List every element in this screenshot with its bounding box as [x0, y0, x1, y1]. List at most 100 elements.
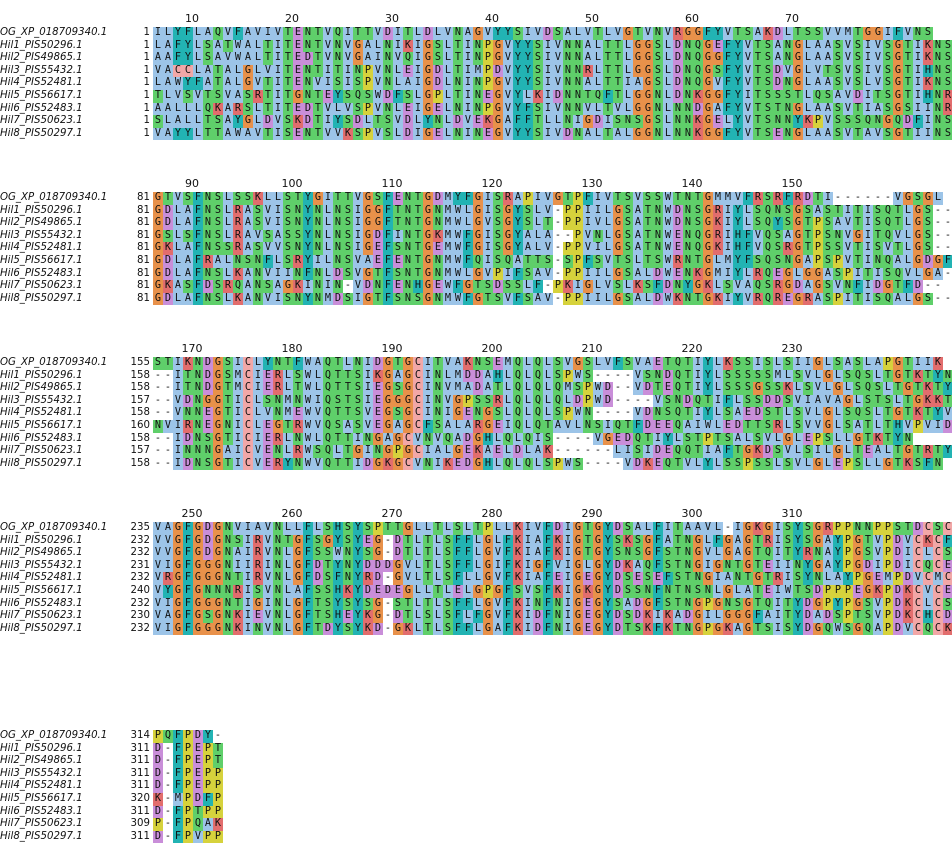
residue: D: [433, 192, 443, 205]
residue: G: [763, 522, 773, 535]
residue: Y: [353, 547, 363, 560]
residue: S: [183, 192, 193, 205]
residue: T: [623, 622, 633, 636]
residue: V: [373, 64, 383, 78]
residue: L: [413, 572, 423, 585]
residue: G: [623, 27, 633, 40]
residue: G: [713, 90, 723, 103]
residue: D: [613, 610, 623, 623]
residue: G: [893, 77, 903, 90]
residue: I: [623, 77, 633, 90]
residue: G: [643, 597, 653, 611]
residue: W: [233, 127, 243, 141]
residue: W: [573, 369, 583, 383]
residue: W: [593, 394, 603, 408]
residue: S: [633, 115, 643, 128]
residue: Q: [553, 382, 563, 395]
residue: G: [793, 39, 803, 53]
residue: A: [433, 445, 443, 458]
residue: Y: [773, 217, 783, 230]
residue: G: [553, 192, 563, 205]
residue: S: [213, 242, 223, 255]
residue: F: [383, 204, 393, 218]
residue: V: [723, 27, 733, 40]
residue: P: [213, 805, 223, 819]
residue: T: [413, 204, 423, 218]
residue: D: [513, 445, 523, 458]
sequence-row: Hil3_PIS55432.1 81 G S L S F N S L R A V S A S S Y N L N S I G D…: [0, 229, 952, 243]
residue: L: [393, 102, 403, 116]
residue: T: [683, 382, 693, 395]
residue: T: [333, 369, 343, 383]
residue: G: [153, 242, 163, 255]
residue: N: [273, 394, 283, 408]
residue: N: [653, 27, 663, 40]
residue: A: [203, 27, 213, 40]
residue: G: [213, 382, 223, 395]
residue: N: [303, 27, 313, 40]
residue: A: [223, 64, 233, 78]
residue: L: [573, 420, 583, 433]
residue: V: [793, 394, 803, 408]
residue: T: [743, 572, 753, 585]
residue: L: [313, 382, 323, 395]
position-tick-label: 140: [681, 177, 703, 190]
residue: S: [763, 39, 773, 53]
residue: A: [833, 90, 843, 103]
residue: N: [683, 559, 693, 573]
residue: G: [503, 242, 513, 255]
residue: H: [483, 457, 493, 471]
residue: -: [563, 432, 573, 446]
residue: T: [673, 457, 683, 471]
residue: G: [903, 192, 913, 205]
residue: V: [173, 192, 183, 205]
residue: P: [843, 522, 853, 535]
residue: C: [913, 610, 923, 623]
residue: N: [333, 229, 343, 243]
residue: V: [323, 39, 333, 53]
residue: G: [573, 357, 583, 370]
residue: L: [593, 102, 603, 116]
residue: A: [223, 445, 233, 458]
residue: S: [943, 39, 952, 53]
residue: S: [763, 382, 773, 395]
residue: S: [313, 585, 323, 598]
residue: K: [643, 610, 653, 623]
residue: N: [293, 242, 303, 255]
residue: W: [453, 292, 463, 306]
residue: S: [853, 77, 863, 90]
residue: T: [893, 242, 903, 255]
residue: F: [513, 267, 523, 281]
residue: P: [203, 780, 213, 793]
sequence-start-position: 81: [137, 280, 150, 292]
sequence-name: Hil5_PIS56617.1: [0, 793, 83, 804]
residue: G: [393, 572, 403, 585]
residue: V: [313, 407, 323, 420]
residue: N: [273, 572, 283, 585]
residue: E: [293, 39, 303, 53]
residue: S: [333, 420, 343, 433]
residue: L: [893, 394, 903, 408]
residue: W: [663, 229, 673, 243]
residue: L: [863, 77, 873, 90]
residue: I: [363, 394, 373, 408]
residue: A: [243, 267, 253, 281]
residue: P: [873, 522, 883, 535]
residue: A: [773, 39, 783, 53]
residue: I: [723, 267, 733, 281]
sequence-start-position: 232: [130, 547, 150, 559]
residue: L: [493, 457, 503, 471]
residue: S: [693, 585, 703, 598]
residue: A: [813, 610, 823, 623]
residue: V: [173, 407, 183, 420]
residue: V: [903, 622, 913, 636]
residue: F: [193, 280, 203, 293]
residue: I: [463, 90, 473, 103]
residue: T: [313, 597, 323, 611]
residue: I: [543, 102, 553, 116]
residue: L: [543, 407, 553, 420]
residue: T: [673, 622, 683, 636]
residue: N: [833, 229, 843, 243]
residue: N: [563, 64, 573, 78]
